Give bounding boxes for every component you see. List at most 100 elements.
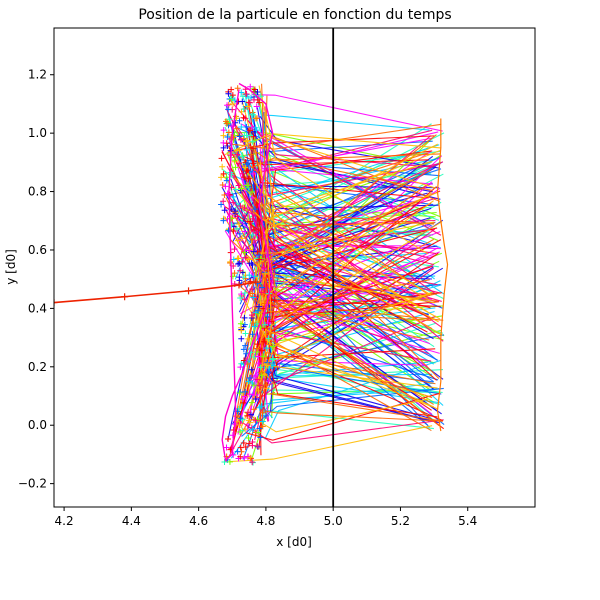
x-tick-label: 5.2 xyxy=(391,514,410,528)
trajectory-line xyxy=(251,221,435,254)
trajectory-marker xyxy=(237,364,244,371)
trajectory-marker xyxy=(255,252,262,259)
trajectory-marker xyxy=(236,274,243,281)
trajectory-marker xyxy=(240,440,247,447)
trajectory-line xyxy=(263,114,430,131)
trajectory-marker xyxy=(223,118,230,125)
trajectory-line xyxy=(241,101,439,323)
trajectory-marker xyxy=(231,246,238,253)
x-tick-label: 4.2 xyxy=(55,514,74,528)
trajectory-marker xyxy=(261,264,268,271)
trajectory-line xyxy=(241,205,436,227)
trajectory-marker xyxy=(248,312,255,319)
trajectory-line xyxy=(230,149,432,296)
trajectory-marker xyxy=(241,174,248,181)
trajectory-marker xyxy=(253,229,260,236)
trajectory-marker xyxy=(232,164,239,171)
trajectory-line xyxy=(224,135,437,189)
trajectory-line xyxy=(261,231,432,411)
trajectory-line xyxy=(238,285,431,322)
trajectory-marker xyxy=(243,123,250,130)
trajectory-marker xyxy=(249,188,256,195)
trajectory-marker xyxy=(249,286,256,293)
trajectory-line xyxy=(267,377,440,424)
trajectory-marker xyxy=(218,174,225,181)
trajectory-marker xyxy=(244,412,251,419)
trajectory-marker xyxy=(229,432,236,439)
trajectory-marker xyxy=(251,273,258,280)
trajectory-marker xyxy=(258,347,265,354)
trajectory-marker xyxy=(251,323,258,330)
trajectory-marker xyxy=(255,429,262,436)
trajectory-line xyxy=(254,228,436,441)
trajectory-marker xyxy=(245,103,252,110)
trajectory-line xyxy=(258,192,433,328)
trajectory-marker xyxy=(238,291,245,298)
trajectory-line xyxy=(230,186,437,450)
trajectory-marker xyxy=(254,376,261,383)
trajectory-marker xyxy=(233,125,240,132)
trajectory-marker xyxy=(241,132,248,139)
trajectory-marker xyxy=(246,272,253,279)
trajectory-marker xyxy=(245,435,252,442)
trajectory-marker xyxy=(237,389,244,396)
trajectory-marker xyxy=(246,440,253,447)
trajectory-marker xyxy=(255,307,262,314)
trajectory-marker xyxy=(225,129,232,136)
trajectory-marker xyxy=(256,382,263,389)
trajectory-line xyxy=(251,94,443,132)
x-tick-label: 4.6 xyxy=(189,514,208,528)
trajectory-marker xyxy=(251,354,258,361)
right-envelope-line xyxy=(436,118,449,432)
trajectory-marker xyxy=(256,425,263,432)
trajectory-marker xyxy=(240,346,247,353)
trajectory-line xyxy=(263,351,436,393)
trajectory-line xyxy=(260,133,442,150)
y-axis-label: y [d0] xyxy=(4,249,18,285)
axes-frame xyxy=(53,27,536,508)
trajectory-marker xyxy=(225,436,232,443)
trajectory-marker xyxy=(250,133,257,140)
trajectory-line xyxy=(249,143,438,322)
trajectory-line xyxy=(242,155,429,166)
y-tick-label: 0.8 xyxy=(28,185,47,199)
trajectory-marker xyxy=(269,356,276,363)
trajectory-marker xyxy=(260,338,267,345)
trajectory-marker xyxy=(233,225,240,232)
trajectory-marker xyxy=(236,260,243,267)
x-tick-label: 5.0 xyxy=(324,514,343,528)
trajectory-marker xyxy=(249,261,256,268)
trajectory-marker xyxy=(245,175,252,182)
trajectory-marker xyxy=(236,160,243,167)
y-tick-label: 0.4 xyxy=(28,301,47,315)
trajectory-marker xyxy=(229,92,236,99)
trajectory-line xyxy=(258,202,432,450)
trajectory-line xyxy=(261,83,440,379)
trajectory-marker xyxy=(223,444,230,451)
trajectory-marker xyxy=(265,377,272,384)
trajectory-marker xyxy=(258,289,265,296)
trajectory-marker xyxy=(221,207,228,214)
trajectory-marker xyxy=(250,248,257,255)
trajectory-marker xyxy=(258,372,265,379)
trajectory-marker xyxy=(246,246,253,253)
trajectory-marker xyxy=(248,399,255,406)
trajectory-marker xyxy=(236,230,243,237)
trajectory-marker xyxy=(237,415,244,422)
trajectory-marker xyxy=(247,218,254,225)
trajectory-marker xyxy=(265,335,272,342)
trajectory-line xyxy=(254,219,436,265)
trajectory-line xyxy=(241,387,444,437)
trajectory-marker xyxy=(250,111,257,118)
trajectory-marker xyxy=(250,459,257,466)
trajectory-marker xyxy=(250,145,257,152)
trajectory-marker xyxy=(243,146,250,153)
trajectory-marker xyxy=(225,90,232,97)
trajectory-marker xyxy=(241,228,248,235)
trajectory-marker xyxy=(253,103,260,110)
trajectory-marker xyxy=(222,183,229,190)
trajectory-marker xyxy=(242,426,249,433)
trajectory-line xyxy=(269,391,443,422)
trajectory-marker xyxy=(239,170,246,177)
trajectory-marker xyxy=(242,164,249,171)
